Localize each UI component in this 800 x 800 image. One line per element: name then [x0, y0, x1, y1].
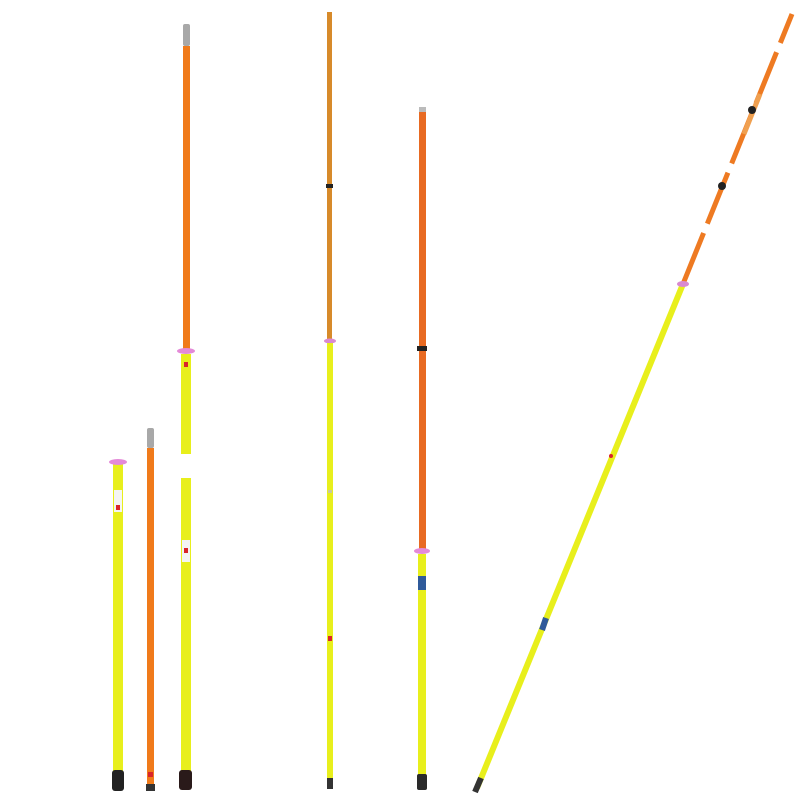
pole-end-cap — [417, 774, 427, 790]
pole-label-mark — [148, 772, 153, 777]
pole-head — [419, 107, 426, 112]
pole-joint — [326, 184, 333, 188]
pole-collar — [177, 348, 195, 354]
pole-shaft — [147, 448, 154, 788]
pole-label-mark — [609, 454, 613, 458]
pole-collar — [677, 281, 689, 287]
pole-lower — [418, 554, 426, 776]
pole-collar — [414, 548, 430, 554]
pole-end-cap — [146, 784, 155, 791]
pole-joint — [718, 182, 726, 190]
pole-shaft — [113, 464, 123, 774]
pole-thin-orange — [146, 428, 155, 791]
pole-end-cap — [112, 770, 124, 791]
pole-lower — [181, 478, 191, 773]
pole-lower — [327, 343, 333, 788]
pole-end-cap — [472, 776, 484, 794]
pole-collar — [324, 338, 336, 344]
pole-end-cap — [327, 778, 333, 789]
pole-band — [418, 576, 426, 590]
pole-label-mark — [184, 362, 188, 367]
pole-head — [183, 24, 190, 46]
pole-label — [114, 490, 122, 512]
pole-band — [539, 617, 549, 631]
pole-orange-yellow — [177, 24, 195, 790]
pole-short-yellow — [109, 459, 127, 791]
pole-joint — [328, 490, 332, 493]
pole-joint — [748, 106, 756, 114]
pole-label-mark — [184, 548, 188, 553]
pole-upper — [419, 112, 426, 550]
pole-upper — [183, 46, 190, 350]
pole-tall-amber — [324, 12, 336, 789]
pole-orange-blue — [414, 107, 430, 790]
pole-label-mark — [116, 505, 120, 510]
pole-joint — [417, 346, 427, 351]
pole-collar — [109, 459, 127, 465]
pole-head — [147, 428, 154, 448]
pole-upper — [327, 12, 332, 340]
pole-diagonal — [472, 13, 795, 794]
pole-lower — [474, 282, 686, 790]
pole-lower — [181, 354, 191, 454]
pole-label-mark — [328, 636, 332, 641]
pole-end-cap — [179, 770, 192, 790]
pole-upper — [680, 13, 795, 285]
